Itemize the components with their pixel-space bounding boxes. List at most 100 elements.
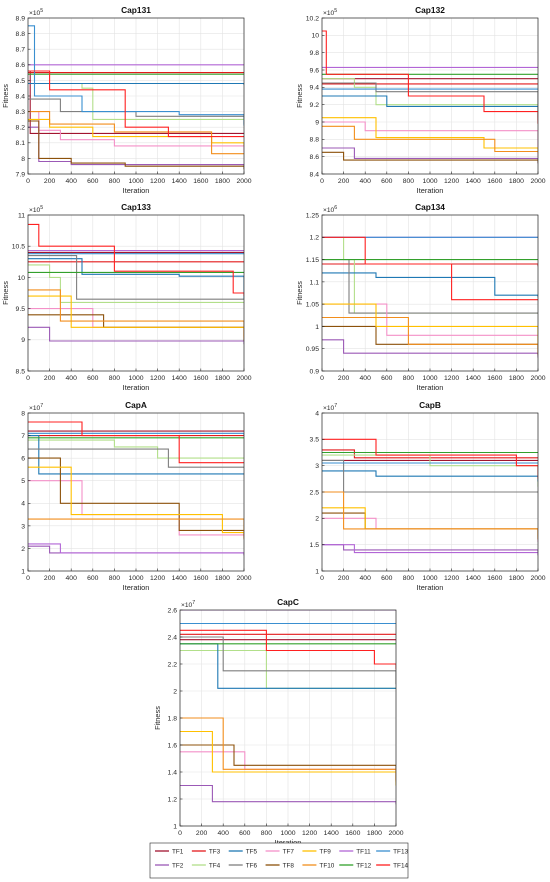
series-line-tf8 [28, 120, 244, 170]
x-tick-label: 1200 [444, 375, 459, 382]
series-line-tf8 [28, 457, 244, 539]
x-tick-label: 1000 [128, 178, 143, 185]
legend-entry-tf1: TF1 [155, 849, 184, 856]
x-tick-label: 0 [178, 830, 182, 837]
x-axis-label: Iteration [123, 383, 150, 392]
legend-entry-tf6: TF6 [228, 863, 258, 870]
y-tick-label: 8 [21, 410, 25, 417]
series-line-tf14 [322, 30, 538, 124]
y-tick-label: 9 [315, 119, 319, 126]
x-tick-label: 400 [66, 178, 78, 185]
x-tick-label: 1600 [345, 830, 360, 837]
series-line-tf8 [322, 325, 538, 356]
legend-entry-tf9: TF9 [302, 849, 331, 856]
x-axis-label: Iteration [275, 838, 302, 847]
x-tick-label: 200 [338, 375, 350, 382]
x-tick-label: 800 [109, 375, 121, 382]
series-line-tf2 [28, 545, 244, 556]
chart-title: CapA [125, 400, 147, 410]
y-tick-label: 1.2 [310, 235, 320, 242]
series-line-tf11 [28, 543, 244, 556]
x-tick-label: 800 [109, 575, 121, 582]
y-tick-label: 0.9 [310, 368, 320, 375]
x-tick-label: 1000 [422, 575, 437, 582]
series-line-tf10 [28, 289, 244, 339]
x-tick-label: 800 [403, 178, 415, 185]
x-axis-label: Iteration [123, 583, 150, 592]
subplot-cap131: 0 200 400 600 800 1000 1200 1400 1600 1800 2000 7.9… [1, 5, 252, 195]
y-tick-label: 1.1 [310, 279, 320, 286]
x-tick-label: 400 [66, 575, 78, 582]
series-group [28, 421, 244, 556]
series-line-tf7 [322, 121, 538, 157]
legend-box [149, 842, 409, 879]
legend-label: TF8 [283, 863, 295, 870]
x-tick-label: 600 [87, 375, 99, 382]
y-tick-label: 10.5 [12, 244, 25, 251]
y-tick-label: 2.5 [310, 489, 320, 496]
x-tick-label: 2000 [530, 575, 545, 582]
subplot-cap134: 0 200 400 600 800 1000 1200 1400 1600 1800 2000 0.9… [295, 202, 546, 392]
series-line-tf14 [28, 421, 244, 464]
x-tick-label: 200 [338, 575, 350, 582]
chart-title: Cap134 [415, 202, 445, 212]
series-line-tf6 [322, 459, 538, 493]
series-line-tf2 [322, 339, 538, 358]
x-tick-label: 1000 [128, 375, 143, 382]
x-tick-label: 1200 [444, 178, 459, 185]
series-line-tf5 [322, 272, 538, 298]
axis-exponent: ×105 [29, 8, 43, 17]
x-tick-label: 1800 [215, 178, 230, 185]
legend-label: TF9 [319, 849, 331, 856]
x-tick-label: 1600 [487, 178, 502, 185]
y-tick-label: 1.15 [306, 257, 319, 264]
subplot-capa: 0 200 400 600 800 1000 1200 1400 1600 1800 2000 1 2 3… [21, 400, 252, 592]
y-tick-label: 7 [21, 433, 25, 440]
axis-exponent: ×105 [29, 205, 43, 214]
y-tick-label: 9 [21, 337, 25, 344]
x-tick-label: 200 [44, 178, 56, 185]
x-tick-label: 2000 [236, 575, 251, 582]
y-tick-label: 1 [315, 568, 319, 575]
series-line-tf13 [28, 432, 244, 436]
series-line-tf13 [28, 25, 244, 126]
x-axis-label: Iteration [123, 186, 150, 195]
y-tick-label: 2 [315, 516, 319, 523]
y-tick-label: 2.4 [168, 634, 178, 641]
x-tick-label: 1800 [509, 178, 524, 185]
series-line-tf14 [28, 223, 244, 297]
series-line-tf6 [322, 82, 538, 121]
y-tick-label: 3.5 [310, 437, 320, 444]
series-group [28, 25, 244, 170]
y-tick-label: 8.4 [16, 93, 26, 100]
x-tick-label: 0 [26, 575, 30, 582]
series-line-tf9 [322, 117, 538, 152]
x-axis-label: Iteration [417, 186, 444, 195]
series-line-tf14 [322, 236, 538, 301]
axis-exponent: ×107 [323, 403, 337, 412]
y-tick-label: 9.4 [310, 85, 320, 92]
x-tick-label: 1200 [150, 575, 165, 582]
y-tick-label: 9.2 [310, 102, 320, 109]
series-line-tf14 [28, 70, 244, 138]
x-tick-label: 400 [66, 375, 78, 382]
y-tick-label: 2.2 [168, 661, 178, 668]
series-line-tf5 [322, 470, 538, 482]
chart-title: Cap131 [121, 5, 151, 15]
y-tick-label: 1.05 [306, 302, 319, 309]
y-tick-label: 2 [173, 688, 177, 695]
y-tick-label: 1.4 [168, 769, 178, 776]
x-axis-label: Iteration [417, 383, 444, 392]
y-tick-label: 8.1 [16, 140, 26, 147]
y-tick-label: 8.6 [16, 62, 26, 69]
y-tick-label: 2.6 [168, 607, 178, 614]
x-tick-label: 1000 [422, 375, 437, 382]
x-tick-label: 400 [218, 830, 230, 837]
y-tick-label: 1.6 [168, 742, 178, 749]
y-tick-label: 9.6 [310, 67, 320, 74]
x-tick-label: 1000 [422, 178, 437, 185]
x-tick-label: 1600 [193, 375, 208, 382]
y-tick-label: 6 [21, 456, 25, 463]
series-group [180, 610, 396, 805]
legend-entry-tf2: TF2 [155, 863, 184, 870]
